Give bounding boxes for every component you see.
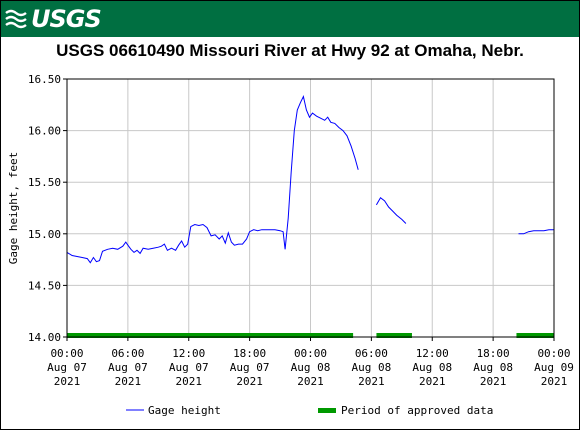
x-tick-label: Aug 08 — [412, 361, 452, 374]
y-tick-label: 15.50 — [28, 176, 61, 189]
x-tick-label: 06:00 — [111, 347, 144, 360]
y-tick-label: 14.00 — [28, 331, 61, 344]
grid-lines — [66, 78, 555, 338]
x-tick-label: 12:00 — [416, 347, 449, 360]
x-tick-label: Aug 07 — [47, 361, 87, 374]
x-tick-label: 2021 — [541, 375, 568, 388]
x-tick-label: Aug 07 — [108, 361, 148, 374]
x-tick-label: Aug 09 — [534, 361, 574, 374]
x-tick-label: 2021 — [236, 375, 263, 388]
x-tick-label: Aug 08 — [291, 361, 331, 374]
x-tick-label: 18:00 — [233, 347, 266, 360]
y-tick-labels: 16.50 16.00 15.50 15.00 14.50 14.00 — [28, 73, 67, 344]
y-tick-label: 16.50 — [28, 73, 61, 86]
usgs-logo-text: USGS — [31, 5, 102, 33]
y-tick-label: 15.00 — [28, 228, 61, 241]
legend: Gage height Period of approved data — [126, 404, 493, 417]
x-tick-label: Aug 07 — [230, 361, 270, 374]
x-tick-label: 2021 — [480, 375, 507, 388]
x-tick-label: 2021 — [297, 375, 324, 388]
x-tick-label: 00:00 — [537, 347, 570, 360]
approved-bars — [67, 333, 554, 338]
x-tick-label: 2021 — [176, 375, 203, 388]
x-tick-label: 00:00 — [294, 347, 327, 360]
gage-height-line — [66, 94, 359, 264]
usgs-wave-icon — [5, 9, 27, 29]
gage-height-line — [518, 229, 554, 235]
x-tick-label: Aug 08 — [352, 361, 392, 374]
x-tick-label: 18:00 — [477, 347, 510, 360]
approved-period-bar — [376, 333, 412, 338]
gage-height-line — [375, 196, 407, 224]
usgs-banner: USGS — [1, 1, 579, 37]
approved-period-bar — [516, 333, 554, 338]
x-tick-label: 12:00 — [172, 347, 205, 360]
x-tick-label: Aug 08 — [473, 361, 513, 374]
x-tick-label: 2021 — [54, 375, 81, 388]
y-tick-label: 16.00 — [28, 125, 61, 138]
usgs-logo[interactable]: USGS — [5, 4, 102, 34]
series-lines — [66, 94, 554, 264]
y-tick-label: 14.50 — [28, 279, 61, 292]
y-axis-label: Gage height, feet — [7, 152, 20, 265]
x-tick-label: 2021 — [358, 375, 385, 388]
x-tick-label: 2021 — [419, 375, 446, 388]
chart-title: USGS 06610490 Missouri River at Hwy 92 a… — [56, 41, 524, 60]
x-tick-label: 00:00 — [50, 347, 83, 360]
legend-label: Period of approved data — [341, 404, 493, 417]
x-tick-label: Aug 07 — [169, 361, 209, 374]
approved-period-bar — [67, 333, 354, 338]
legend-bar-swatch — [318, 408, 336, 413]
legend-label: Gage height — [148, 404, 221, 417]
x-tick-label: 2021 — [115, 375, 142, 388]
x-tick-label: 06:00 — [355, 347, 388, 360]
